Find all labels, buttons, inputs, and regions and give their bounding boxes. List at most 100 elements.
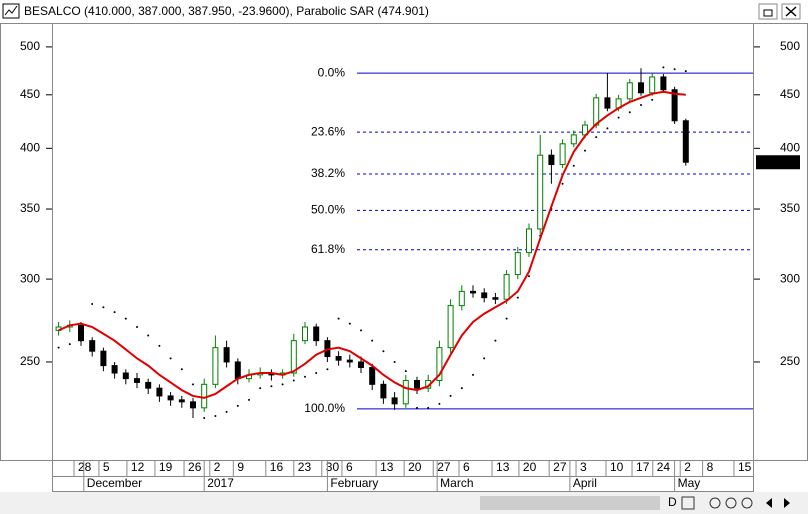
- month-label: February: [330, 476, 378, 490]
- sar-dot: [684, 70, 687, 73]
- sar-dot: [113, 311, 116, 314]
- x-tick-label: 20: [523, 460, 537, 474]
- candle-body: [290, 340, 297, 374]
- sar-dot: [572, 164, 575, 167]
- sar-dot: [640, 104, 642, 107]
- restore-glyph: [763, 9, 773, 17]
- candle-body: [559, 143, 566, 166]
- x-tick-label: 17: [636, 460, 650, 474]
- x-tick-label: 10: [610, 460, 624, 474]
- scroll-right-button[interactable]: [784, 498, 790, 508]
- sar-dot: [348, 322, 351, 325]
- sar-dot: [180, 368, 183, 371]
- candle-body: [447, 305, 454, 349]
- chart-title: BESALCO (410.000, 387.000, 387.950, -23.…: [24, 4, 429, 18]
- y-tick-label: 450: [20, 87, 40, 101]
- sar-dot: [427, 406, 430, 409]
- candle-body: [313, 326, 320, 342]
- candle-body: [604, 97, 611, 109]
- x-tick-label: 27: [553, 460, 567, 474]
- interval-label[interactable]: D: [668, 495, 677, 509]
- y-tick-label: 250: [20, 354, 40, 368]
- sar-dot: [169, 357, 172, 360]
- fib-label: 100.0%: [304, 401, 345, 415]
- x-tick-label: 24: [657, 460, 671, 474]
- sar-dot: [382, 350, 385, 353]
- candle-body: [134, 378, 140, 383]
- sar-dot: [449, 394, 452, 397]
- y-tick-label: 350: [20, 201, 40, 215]
- x-tick-label: 27: [437, 460, 451, 474]
- zoom-out-button[interactable]: [725, 497, 737, 509]
- x-tick-label: 5: [103, 460, 110, 474]
- month-label: December: [87, 476, 142, 490]
- candle-body: [156, 387, 163, 397]
- fib-label: 50.0%: [311, 203, 345, 217]
- x-tick-label: 23: [298, 460, 312, 474]
- sar-dot: [360, 329, 362, 332]
- candle-body: [234, 361, 241, 380]
- candle-body: [526, 228, 532, 254]
- x-tick-label: 15: [738, 460, 752, 474]
- x-tick-label: 3: [580, 460, 587, 474]
- sar-dot: [393, 360, 396, 363]
- candle-body: [638, 82, 644, 94]
- sar-dot: [147, 334, 150, 337]
- sar-dot: [68, 343, 71, 346]
- sar-dot: [595, 136, 598, 139]
- candle-body: [481, 292, 488, 299]
- sar-dot: [628, 111, 631, 114]
- candle-body: [503, 274, 510, 300]
- sar-dot: [483, 357, 486, 360]
- last-price-box: [756, 155, 800, 170]
- x-tick-label: 13: [380, 460, 394, 474]
- zoom-in-button[interactable]: [709, 497, 721, 509]
- sar-dot: [281, 383, 284, 386]
- toolbar: [0, 492, 808, 514]
- candle-body: [100, 350, 107, 367]
- x-tick-label: 16: [270, 460, 284, 474]
- candle-body: [682, 120, 689, 163]
- candle-body: [201, 383, 208, 409]
- sar-dot: [124, 317, 127, 320]
- candle-body: [212, 347, 219, 385]
- sar-dot: [214, 414, 217, 417]
- sar-dot: [472, 373, 474, 376]
- candle-body: [369, 366, 376, 385]
- app-icon[interactable]: [2, 3, 20, 19]
- y-tick-label: 400: [20, 141, 40, 155]
- candle-body: [346, 359, 353, 363]
- fib-label: 61.8%: [311, 242, 345, 256]
- zoom-button[interactable]: [681, 496, 695, 510]
- x-tick-label: 28: [78, 460, 92, 474]
- sar-dot: [371, 339, 374, 342]
- candle-body: [190, 401, 196, 409]
- y2-tick-label: 300: [780, 271, 800, 285]
- sar-dot: [57, 346, 60, 349]
- sar-dot: [494, 339, 497, 342]
- sar-dot: [270, 385, 273, 388]
- x-tick-label: 8: [707, 460, 714, 474]
- close-glyph: [785, 6, 797, 17]
- candle-body: [302, 326, 308, 342]
- month-label: March: [440, 476, 473, 490]
- zoom-reset-button[interactable]: [741, 497, 753, 509]
- sar-dot: [416, 406, 418, 409]
- candle-body: [223, 347, 230, 363]
- candle-body: [402, 380, 409, 405]
- x-tick-label: 19: [159, 460, 173, 474]
- x-tick-label: 12: [131, 460, 145, 474]
- last-price-label: 387.950: [756, 154, 800, 168]
- scrollbar-thumb[interactable]: [480, 496, 660, 510]
- x-tick-label: 2: [684, 460, 691, 474]
- candle-body: [649, 76, 656, 94]
- x-tick-label: 6: [346, 460, 353, 474]
- scroll-left-button[interactable]: [766, 498, 772, 508]
- y2-tick-label: 250: [780, 354, 800, 368]
- sar-dot: [561, 182, 564, 185]
- x-tick-label: 2: [214, 460, 221, 474]
- restore-button[interactable]: [758, 3, 778, 20]
- candle-body: [548, 154, 555, 166]
